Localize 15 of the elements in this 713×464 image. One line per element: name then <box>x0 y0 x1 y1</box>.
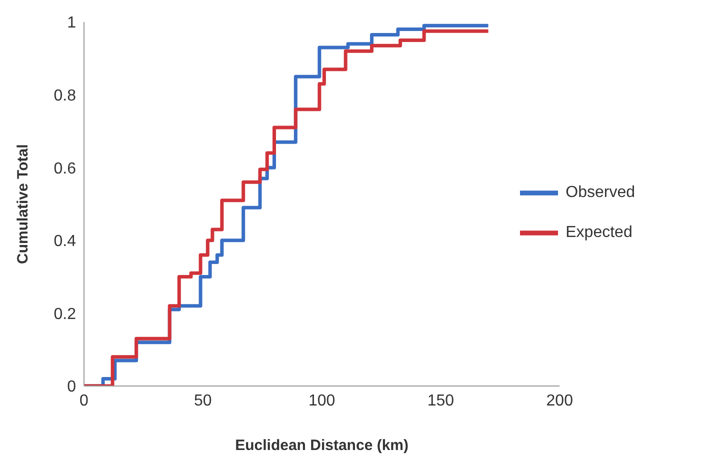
y-tick-label: 1 <box>67 14 76 32</box>
y-tick-label: 0.8 <box>54 87 76 104</box>
legend-label: Expected <box>566 224 632 241</box>
x-tick-label: 150 <box>427 392 454 410</box>
x-tick-label: 0 <box>80 392 89 410</box>
y-tick-label: 0.2 <box>54 306 76 323</box>
y-tick-label: 0.6 <box>54 160 76 178</box>
x-tick-label: 200 <box>546 392 574 410</box>
x-tick-label: 100 <box>308 392 336 410</box>
y-tick-label: 0 <box>67 378 76 396</box>
y-tick-label: 0.4 <box>54 233 76 250</box>
x-axis-title: Euclidean Distance (km) <box>235 437 409 454</box>
y-axis-title: Cumulative Total <box>14 144 32 264</box>
legend-label: Observed <box>566 184 635 201</box>
x-tick-label: 50 <box>194 392 212 410</box>
